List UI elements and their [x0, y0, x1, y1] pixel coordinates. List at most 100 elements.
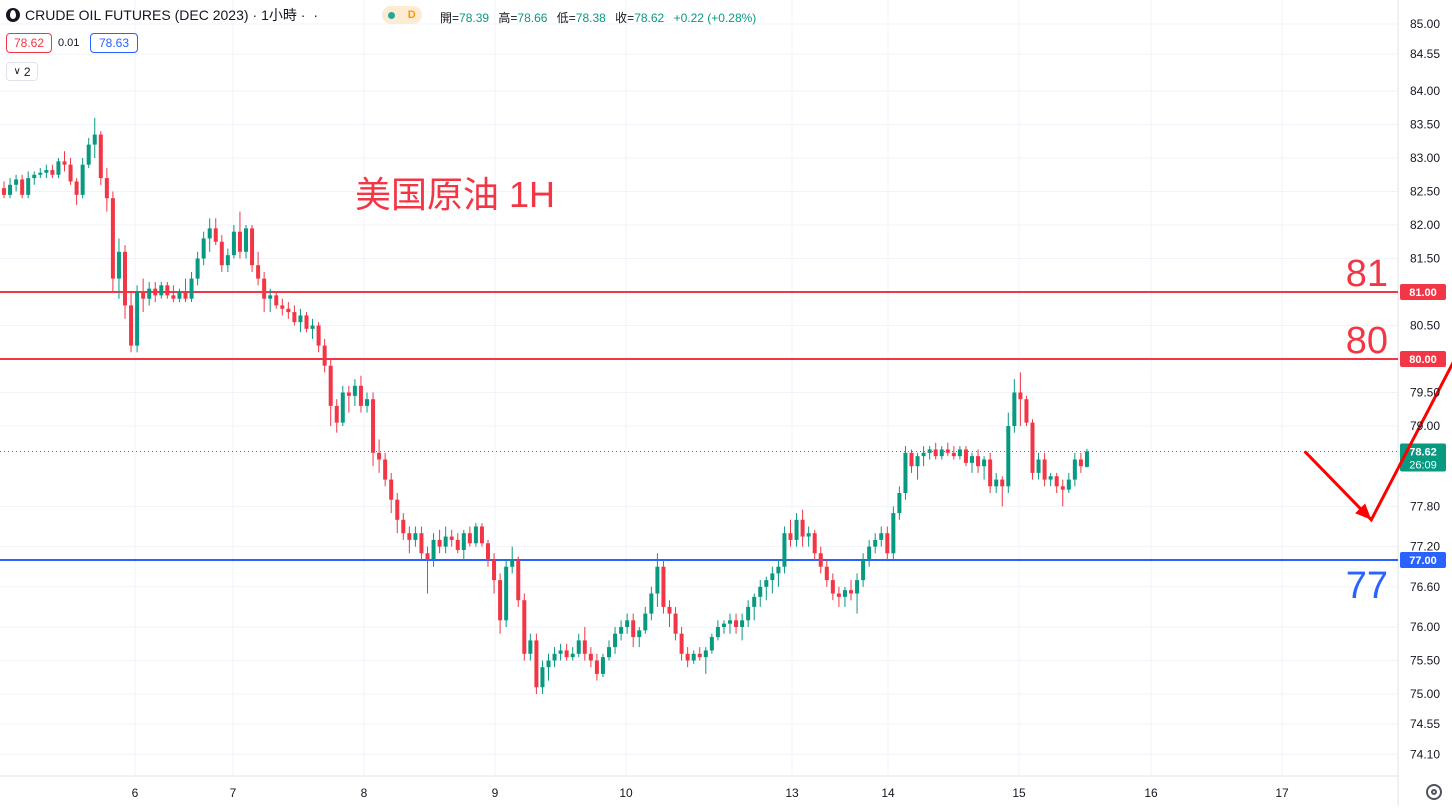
y-tick-label: 75.00 [1410, 687, 1440, 701]
candle-body [201, 238, 206, 259]
candle-body [1030, 422, 1035, 473]
candle-body [473, 526, 478, 544]
candle-body [697, 653, 702, 658]
candle-body [135, 292, 140, 346]
candle-body [310, 325, 315, 329]
candle-body [1048, 476, 1053, 480]
candle-body [849, 590, 853, 594]
candle-body [1018, 392, 1023, 400]
candle-body [982, 459, 987, 467]
candle-body [576, 640, 581, 654]
candle-body [80, 164, 85, 195]
interval-label[interactable]: · 1小時 · [252, 7, 306, 23]
candle-body [425, 553, 430, 560]
current-price-label: 78.62 [1409, 446, 1437, 458]
candle-body [673, 613, 678, 634]
candle-body [153, 288, 158, 296]
candle-body [1066, 479, 1071, 490]
x-tick-label: 16 [1144, 786, 1158, 800]
oil-drop-icon [6, 8, 20, 22]
candle-body [358, 385, 363, 406]
candle-body [244, 228, 248, 252]
indicators-toggle[interactable]: ∨ 2 [6, 62, 38, 81]
candle-body [522, 600, 527, 654]
y-tick-label: 75.50 [1410, 654, 1440, 668]
candle-body [1042, 459, 1047, 480]
candle-body [250, 228, 255, 266]
y-tick-label: 77.20 [1410, 540, 1440, 554]
y-tick-label: 85.00 [1410, 17, 1440, 31]
candle-body [957, 449, 962, 457]
y-tick-label: 81.50 [1410, 252, 1440, 266]
candle-body [685, 653, 690, 661]
candle-body [1036, 459, 1041, 473]
symbol-header[interactable]: CRUDE OIL FUTURES (DEC 2023) · 1小時 · · [6, 4, 318, 26]
candle-body [62, 161, 67, 165]
spread-value: 0.01 [58, 37, 80, 49]
candle-body [667, 606, 672, 614]
candle-body [510, 560, 515, 567]
y-tick-label: 77.80 [1410, 499, 1440, 513]
candle-body [98, 134, 103, 179]
candle-body [268, 295, 273, 299]
candle-body [304, 315, 309, 329]
candle-body [110, 198, 115, 279]
candle-body [903, 452, 908, 493]
sell-price-button[interactable]: 78.62 [6, 33, 52, 53]
candle-body [292, 312, 297, 323]
candle-body [788, 533, 793, 540]
market-status-badge[interactable]: D [382, 6, 422, 24]
candle-body [970, 456, 974, 463]
candle-body [298, 315, 303, 323]
candle-body [340, 392, 345, 423]
candle-body [1072, 459, 1077, 480]
chart-title: 美国原油 1H [355, 174, 555, 215]
candle-body [921, 452, 926, 457]
candle-body [836, 593, 841, 597]
candle-body [225, 255, 230, 266]
candle-body [334, 405, 339, 423]
candle-body [897, 493, 902, 514]
candle-body [915, 456, 920, 467]
candle-body [231, 231, 236, 256]
candle-body [50, 170, 55, 175]
arrow-head-down-icon [1355, 503, 1372, 520]
candle-body [352, 385, 357, 396]
y-tick-label: 83.50 [1410, 118, 1440, 132]
candle-body [141, 292, 146, 299]
symbol-name[interactable]: CRUDE OIL FUTURES (DEC 2023) [25, 7, 249, 23]
candle-body [619, 627, 624, 634]
candle-body [1012, 392, 1017, 426]
candle-body [594, 660, 599, 674]
market-open-dot-icon [388, 11, 396, 19]
high-label: 高= [498, 11, 518, 25]
level-axis-badge [1400, 552, 1446, 568]
level-axis-label-81: 81.00 [1409, 287, 1437, 299]
candle-body [734, 620, 739, 627]
candle-body [389, 479, 394, 500]
candle-body [129, 305, 134, 346]
candle-body [419, 533, 424, 554]
open-value: 78.39 [459, 11, 490, 25]
level-axis-badge [1400, 351, 1446, 367]
candle-body [437, 539, 442, 547]
candle-body [328, 365, 333, 406]
candle-body [613, 633, 618, 648]
candle-body [1006, 426, 1011, 487]
y-tick-label: 84.55 [1410, 47, 1440, 61]
buy-price-button[interactable]: 78.63 [90, 33, 138, 53]
candle-body [861, 560, 866, 581]
x-tick-label: 6 [132, 786, 139, 800]
candle-body [213, 228, 218, 242]
gear-icon[interactable] [1426, 784, 1442, 800]
candle-body [123, 251, 127, 306]
candle-body [752, 596, 757, 607]
y-tick-label: 84.00 [1410, 84, 1440, 98]
candle-body [631, 620, 636, 638]
indicator-count: 2 [23, 64, 31, 79]
candle-body [56, 161, 61, 175]
x-tick-label: 17 [1275, 786, 1289, 800]
candle-body [280, 305, 285, 309]
